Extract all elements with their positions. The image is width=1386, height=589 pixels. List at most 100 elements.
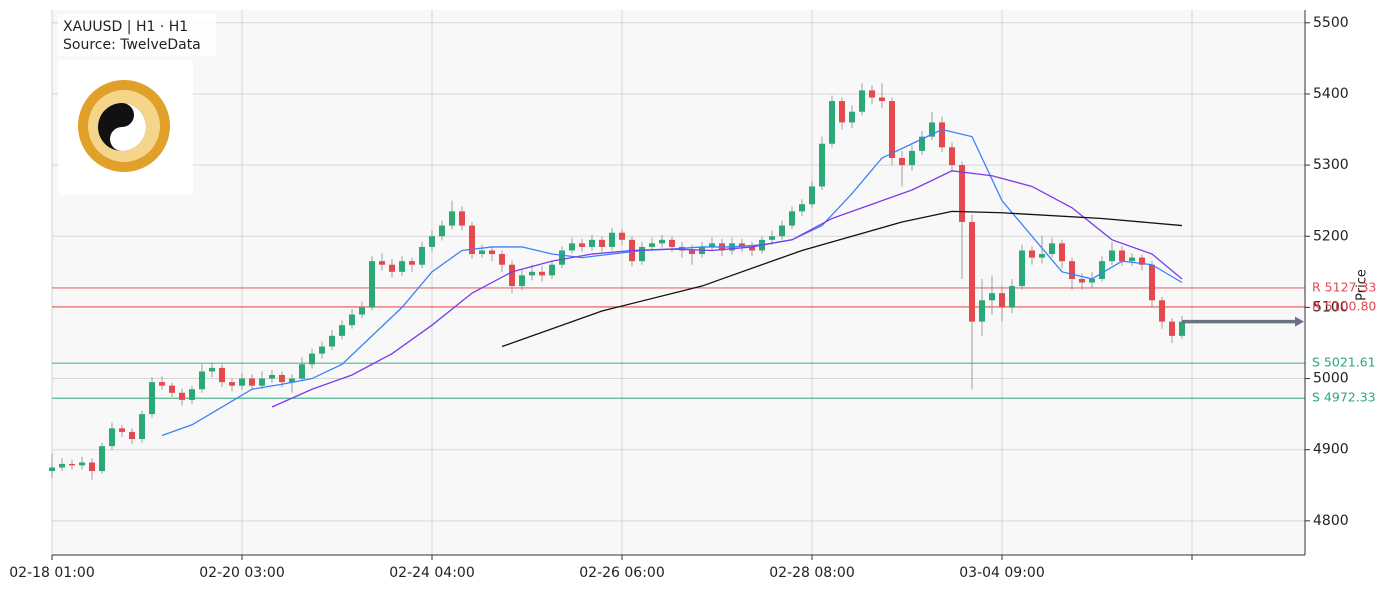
candle-body (1129, 257, 1135, 262)
candle-body (1159, 300, 1165, 322)
candle-body (299, 364, 305, 379)
candle-body (79, 462, 85, 466)
candle-body (409, 261, 415, 265)
candle-body (609, 232, 615, 247)
candle-body (1029, 250, 1035, 258)
level-label: R 5127.33 (1312, 279, 1376, 294)
candle-body (179, 392, 185, 400)
candle-body (49, 467, 55, 472)
candle-body (819, 143, 825, 187)
candle-body (749, 246, 755, 251)
candle-body (389, 264, 395, 272)
candle-body (889, 101, 895, 158)
candle-body (149, 382, 155, 415)
candle-body (1049, 243, 1055, 255)
candle-body (89, 462, 95, 472)
candle-body (539, 271, 545, 276)
x-tick-label: 02-28 08:00 (769, 565, 854, 581)
candle-body (169, 385, 175, 393)
last-price-arrowhead (1295, 316, 1304, 327)
candle-body (499, 254, 505, 265)
candle-body (229, 382, 235, 386)
candle-body (199, 371, 205, 390)
candle-body (959, 165, 965, 223)
candle-body (639, 246, 645, 262)
candle-body (1139, 257, 1145, 265)
candle-body (319, 346, 325, 354)
candle-body (859, 90, 865, 112)
candle-body (419, 246, 425, 265)
candle-body (579, 243, 585, 247)
candle-body (1119, 250, 1125, 262)
level-label: S 5021.61 (1312, 355, 1376, 370)
candle-body (899, 157, 905, 166)
candle-body (829, 101, 835, 144)
candle-body (289, 378, 295, 383)
candle-body (569, 243, 575, 251)
candle-body (939, 122, 945, 148)
y-tick-label: 5200 (1313, 228, 1349, 244)
candle-body (379, 261, 385, 265)
candle-body (619, 232, 625, 240)
moving-average (271, 170, 1183, 408)
candle-body (249, 378, 255, 386)
candle-body (1079, 278, 1085, 283)
x-tick-label: 02-20 03:00 (199, 565, 284, 581)
candle-body (599, 239, 605, 247)
x-tick-label: 02-24 04:00 (389, 565, 474, 581)
level-label: R 5100.80 (1312, 298, 1376, 313)
y-tick-label: 4900 (1313, 442, 1349, 458)
logo (58, 60, 193, 195)
candle-body (69, 463, 75, 466)
candle-body (1039, 254, 1045, 258)
chart-title: XAUUSD | H1 · H1 (63, 19, 188, 35)
candle-body (879, 97, 885, 102)
candle-body (549, 264, 555, 276)
candle-body (929, 122, 935, 137)
y-tick-label: 5000 (1313, 371, 1349, 387)
candle-body (449, 211, 455, 226)
candle-body (469, 225, 475, 255)
title-bg (58, 14, 216, 56)
candle-body (1179, 321, 1185, 336)
candle-body (439, 225, 445, 237)
candle-body (669, 239, 675, 247)
candle-body (399, 261, 405, 272)
candle-body (789, 211, 795, 226)
candle-body (519, 275, 525, 287)
candle-body (1099, 261, 1105, 279)
candle-body (979, 300, 985, 322)
candle-body (919, 136, 925, 151)
candle-body (779, 225, 785, 237)
candle-body (659, 239, 665, 244)
candle-body (739, 243, 745, 247)
candle-body (839, 101, 845, 123)
y-tick-label: 5400 (1313, 86, 1349, 102)
candle-body (809, 186, 815, 205)
candle-body (509, 264, 515, 287)
candle-body (119, 428, 125, 432)
candle-body (1009, 286, 1015, 308)
y-tick-label: 4800 (1313, 513, 1349, 529)
candle-body (849, 111, 855, 123)
candle-body (459, 211, 465, 226)
level-label: S 4972.33 (1312, 390, 1376, 405)
y-axis-label: Price (1355, 269, 1370, 301)
candle-body (689, 250, 695, 255)
candle-body (219, 367, 225, 383)
candle-body (159, 382, 165, 386)
candle-body (349, 314, 355, 326)
x-tick-label: 02-26 06:00 (579, 565, 664, 581)
candle-body (269, 374, 275, 379)
candle-body (59, 463, 65, 468)
candle-body (99, 446, 105, 472)
candle-body (709, 243, 715, 247)
candle-body (949, 147, 955, 166)
y-tick-label: 5300 (1313, 157, 1349, 173)
candle-body (909, 150, 915, 166)
candle-body (279, 374, 285, 383)
candle-body (649, 243, 655, 247)
candle-body (429, 236, 435, 247)
candle-body (1109, 250, 1115, 262)
